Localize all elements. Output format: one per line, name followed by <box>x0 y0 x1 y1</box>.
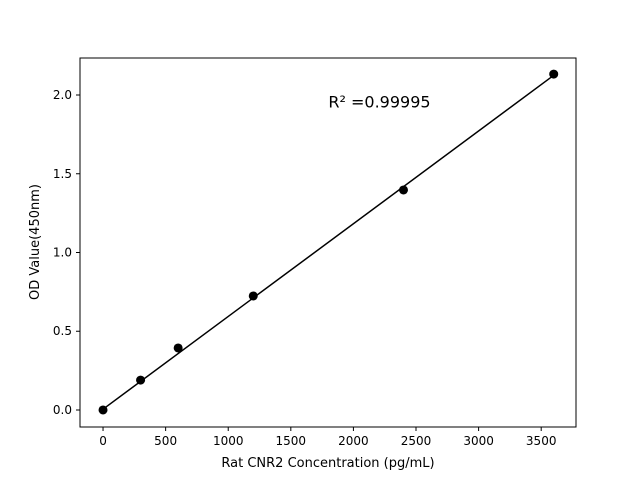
data-point <box>549 69 559 79</box>
x-tick-label: 3000 <box>463 434 494 448</box>
y-tick-label: 1.0 <box>53 246 72 260</box>
x-tick-label: 500 <box>154 434 177 448</box>
fit-line <box>102 74 555 410</box>
x-tick-label: 3500 <box>526 434 557 448</box>
x-tick-label: 1000 <box>213 434 244 448</box>
x-axis-ticks: 0 500 1000 1500 2000 2500 3000 3500 <box>99 427 556 448</box>
data-point <box>398 185 408 195</box>
x-axis-label: Rat CNR2 Concentration (pg/mL) <box>221 456 434 471</box>
y-axis-ticks: 0.0 0.5 1.0 1.5 2.0 <box>53 88 80 417</box>
y-tick-label: 2.0 <box>53 88 72 102</box>
x-tick-label: 2500 <box>401 434 432 448</box>
data-point <box>136 375 146 385</box>
x-tick-label: 1500 <box>276 434 307 448</box>
data-point <box>98 405 108 415</box>
annotation-r-squared: R² =0.99995 <box>328 93 430 112</box>
plot-frame <box>79 57 577 428</box>
y-tick-label: 0.5 <box>53 324 72 338</box>
x-tick-label: 0 <box>99 434 107 448</box>
y-axis-label: OD Value(450nm) <box>28 184 43 300</box>
data-marks <box>98 69 559 415</box>
data-point <box>173 343 183 353</box>
data-point <box>248 291 258 301</box>
y-tick-label: 0.0 <box>53 403 72 417</box>
x-tick-label: 2000 <box>338 434 369 448</box>
y-tick-label: 1.5 <box>53 167 72 181</box>
